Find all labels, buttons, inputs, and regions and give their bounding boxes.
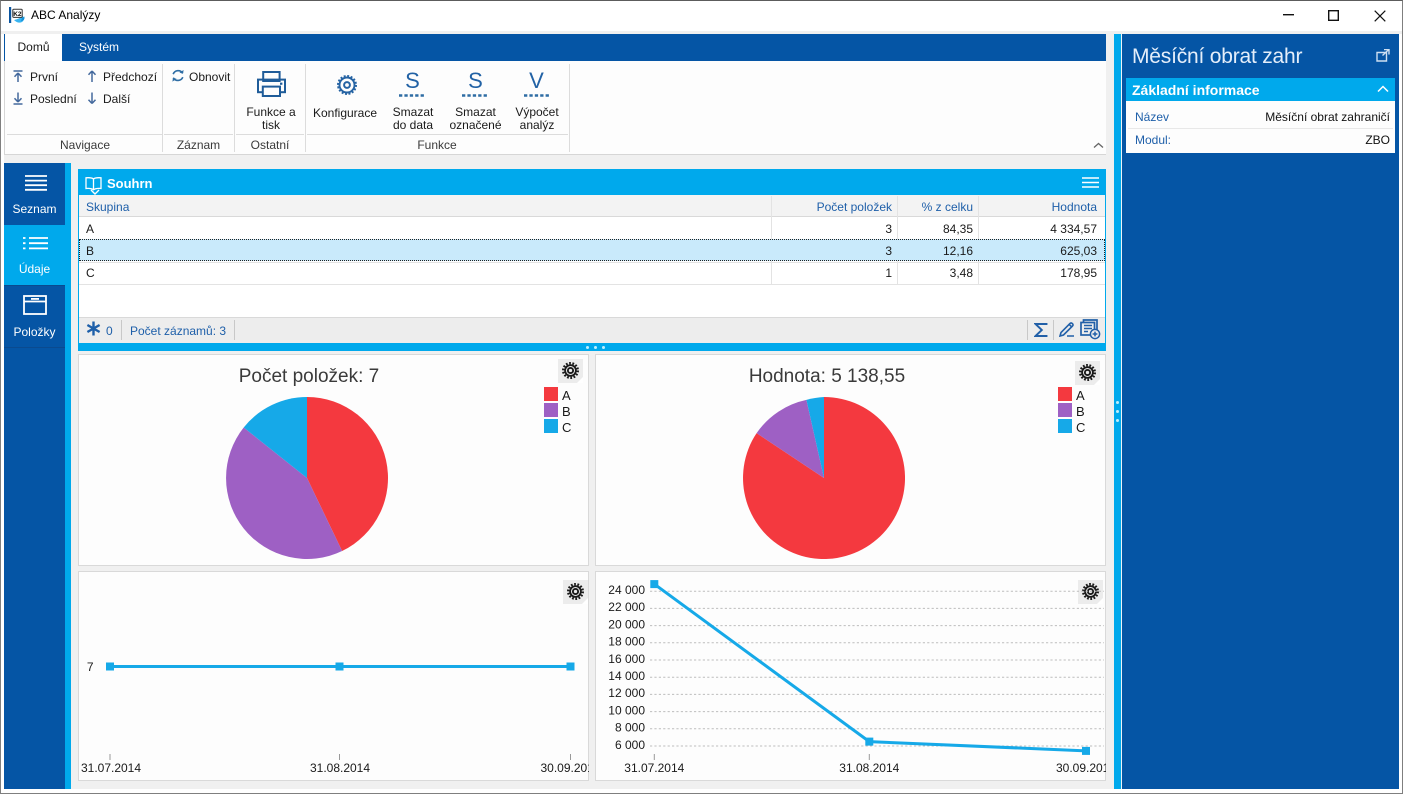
svg-text:8 000: 8 000 <box>615 721 645 735</box>
svg-text:31.08.2014: 31.08.2014 <box>839 761 899 775</box>
svg-text:30.09.2014: 30.09.2014 <box>540 761 589 775</box>
svg-text:30.09.2014: 30.09.2014 <box>1056 761 1106 775</box>
svg-text:14 000: 14 000 <box>608 669 645 683</box>
svg-text:7: 7 <box>87 660 94 674</box>
svg-text:31.07.2014: 31.07.2014 <box>81 761 141 775</box>
svg-text:K2: K2 <box>13 11 22 18</box>
svg-text:12 000: 12 000 <box>608 686 645 700</box>
svg-text:20 000: 20 000 <box>608 617 645 631</box>
svg-text:16 000: 16 000 <box>608 652 645 666</box>
svg-text:6 000: 6 000 <box>615 738 645 752</box>
svg-text:31.08.2014: 31.08.2014 <box>310 761 370 775</box>
svg-text:18 000: 18 000 <box>608 635 645 649</box>
svg-text:31.07.2014: 31.07.2014 <box>624 761 684 775</box>
svg-text:10 000: 10 000 <box>608 703 645 717</box>
svg-text:22 000: 22 000 <box>608 600 645 614</box>
svg-text:24 000: 24 000 <box>608 583 645 597</box>
